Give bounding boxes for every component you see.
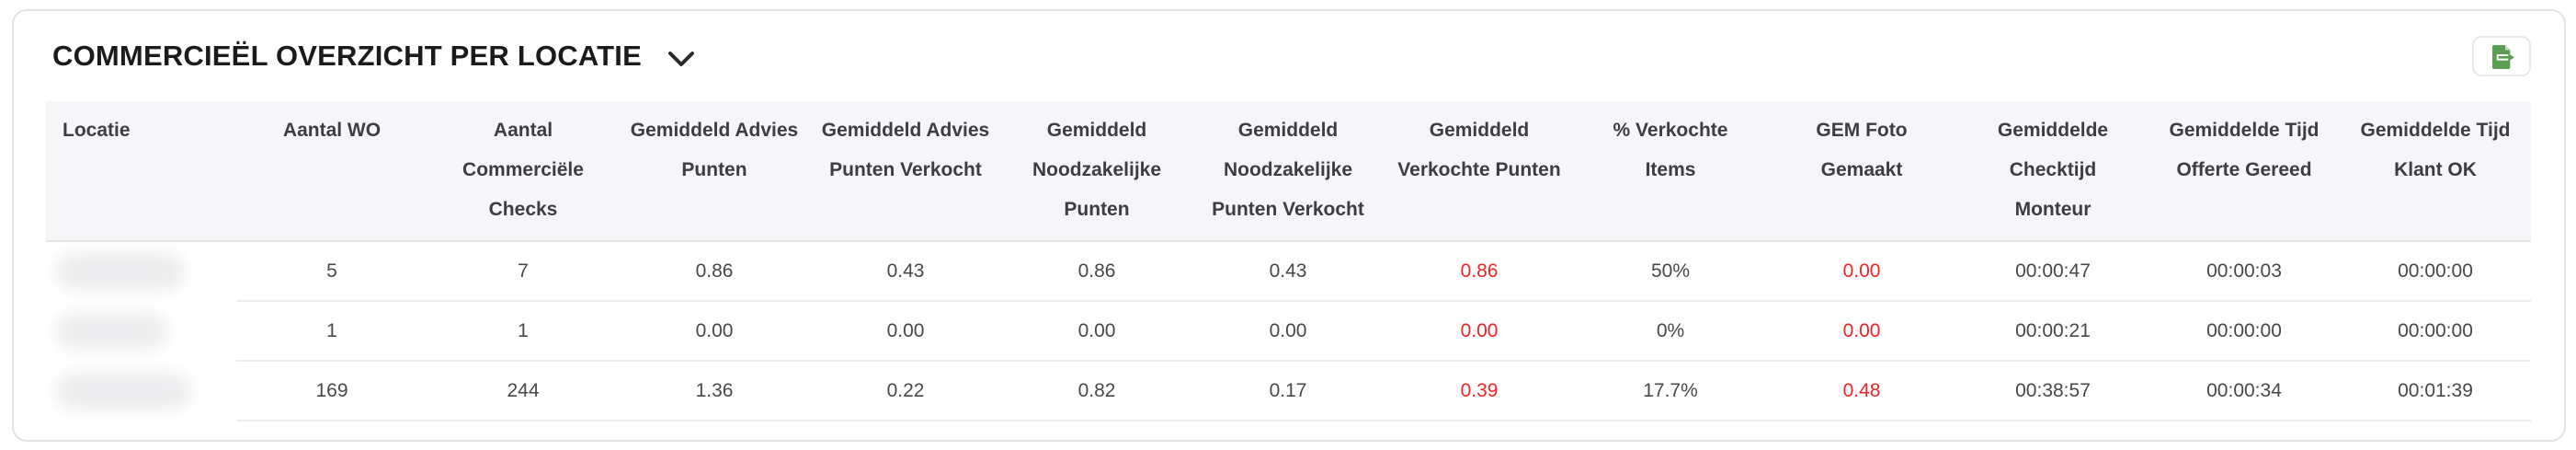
chevron-down-icon[interactable] (666, 49, 697, 69)
cell-gemiddeld-advies-punten: 0.86 (619, 241, 810, 302)
cell-gemiddeld-noodzakelijke-punten: 0.00 (1001, 301, 1192, 362)
cell-gemiddeld-noodzakelijke-punten-verkocht: 0.00 (1192, 301, 1384, 362)
cell-gemiddeld-verkochte-punten: 0.00 (1384, 301, 1575, 362)
column-header-locatie: Locatie (46, 101, 236, 242)
cell-locatie (46, 241, 236, 301)
cell-gemiddeld-advies-punten-verkocht: 0.43 (810, 241, 1001, 302)
column-header-aantal-wo: Aantal WO (236, 101, 427, 242)
commercial-overview-panel: COMMERCIEËL OVERZICHT PER LOCATIE (12, 9, 2566, 442)
column-header-gemiddeld-noodzakelijke-punten: Gemiddeld Noodzakelijke Punten (1001, 101, 1192, 242)
panel-header: COMMERCIEËL OVERZICHT PER LOCATIE (14, 11, 2564, 77)
column-header-gemiddelde-tijd-offerte-gereed: Gemiddelde Tijd Offerte Gereed (2149, 101, 2340, 242)
cell-gemiddelde-tijd-klant-ok: 00:00:00 (2340, 301, 2531, 362)
cell-gemiddeld-noodzakelijke-punten: 0.86 (1001, 241, 1192, 302)
cell-gemiddeld-advies-punten-verkocht: 0.00 (810, 301, 1001, 362)
cell-pct-verkochte-items: 17.7% (1575, 361, 1766, 421)
cell-gemiddeld-advies-punten-verkocht: 0.22 (810, 361, 1001, 421)
cell-aantal-commerciele-checks: 7 (427, 241, 619, 302)
cell-gem-foto-gemaakt: 0.00 (1766, 301, 1957, 362)
table-row: 5 7 0.86 0.43 0.86 0.43 0.86 50% 0.00 00… (46, 241, 2531, 302)
cell-gemiddeld-verkochte-punten: 0.86 (1384, 241, 1575, 302)
column-header-gemiddeld-noodzakelijke-punten-verkocht: Gemiddeld Noodzakelijke Punten Verkocht (1192, 101, 1384, 242)
cell-gemiddelde-tijd-offerte-gereed: 00:00:00 (2149, 301, 2340, 362)
column-header-aantal-commerciele-checks: Aantal Commerciële Checks (427, 101, 619, 242)
cell-gemiddeld-advies-punten: 1.36 (619, 361, 810, 421)
locations-table-container: Locatie Aantal WO Aantal Commerciële Che… (46, 101, 2531, 421)
cell-gemiddeld-noodzakelijke-punten-verkocht: 0.43 (1192, 241, 1384, 302)
table-row: 169 244 1.36 0.22 0.82 0.17 0.39 17.7% 0… (46, 361, 2531, 421)
cell-gemiddelde-tijd-offerte-gereed: 00:00:34 (2149, 361, 2340, 421)
redacted-location (55, 253, 186, 290)
cell-gemiddelde-tijd-offerte-gereed: 00:00:03 (2149, 241, 2340, 302)
column-header-gemiddelde-tijd-klant-ok: Gemiddelde Tijd Klant OK (2340, 101, 2531, 242)
cell-gemiddelde-tijd-klant-ok: 00:01:39 (2340, 361, 2531, 421)
cell-gemiddelde-checktijd-monteur: 00:00:47 (1957, 241, 2149, 302)
cell-gemiddelde-checktijd-monteur: 00:00:21 (1957, 301, 2149, 362)
cell-pct-verkochte-items: 50% (1575, 241, 1766, 302)
cell-locatie (46, 361, 236, 421)
cell-gemiddeld-advies-punten: 0.00 (619, 301, 810, 362)
cell-aantal-wo: 5 (236, 241, 427, 302)
table-row: 1 1 0.00 0.00 0.00 0.00 0.00 0% 0.00 00:… (46, 301, 2531, 362)
redacted-location (55, 372, 191, 410)
table-header-row: Locatie Aantal WO Aantal Commerciële Che… (46, 101, 2531, 242)
cell-pct-verkochte-items: 0% (1575, 301, 1766, 362)
cell-gemiddeld-verkochte-punten: 0.39 (1384, 361, 1575, 421)
cell-gemiddelde-checktijd-monteur: 00:38:57 (1957, 361, 2149, 421)
column-header-pct-verkochte-items: % Verkochte Items (1575, 101, 1766, 242)
column-header-gem-foto-gemaakt: GEM Foto Gemaakt (1766, 101, 1957, 242)
cell-aantal-wo: 169 (236, 361, 427, 421)
cell-aantal-commerciele-checks: 244 (427, 361, 619, 421)
cell-aantal-wo: 1 (236, 301, 427, 362)
cell-gem-foto-gemaakt: 0.48 (1766, 361, 1957, 421)
column-header-gemiddelde-checktijd-monteur: Gemiddelde Checktijd Monteur (1957, 101, 2149, 242)
column-header-gemiddeld-verkochte-punten: Gemiddeld Verkochte Punten (1384, 101, 1575, 242)
export-file-icon (2487, 41, 2516, 71)
column-header-gemiddeld-advies-punten: Gemiddeld Advies Punten (619, 101, 810, 242)
cell-gemiddelde-tijd-klant-ok: 00:00:00 (2340, 241, 2531, 302)
cell-gemiddeld-noodzakelijke-punten-verkocht: 0.17 (1192, 361, 1384, 421)
locations-table: Locatie Aantal WO Aantal Commerciële Che… (46, 101, 2531, 421)
export-button[interactable] (2472, 36, 2531, 76)
column-header-gemiddeld-advies-punten-verkocht: Gemiddeld Advies Punten Verkocht (810, 101, 1001, 242)
cell-locatie (46, 301, 236, 361)
cell-gem-foto-gemaakt: 0.00 (1766, 241, 1957, 302)
cell-gemiddeld-noodzakelijke-punten: 0.82 (1001, 361, 1192, 421)
cell-aantal-commerciele-checks: 1 (427, 301, 619, 362)
redacted-location (55, 312, 167, 350)
panel-title: COMMERCIEËL OVERZICHT PER LOCATIE (52, 40, 642, 72)
